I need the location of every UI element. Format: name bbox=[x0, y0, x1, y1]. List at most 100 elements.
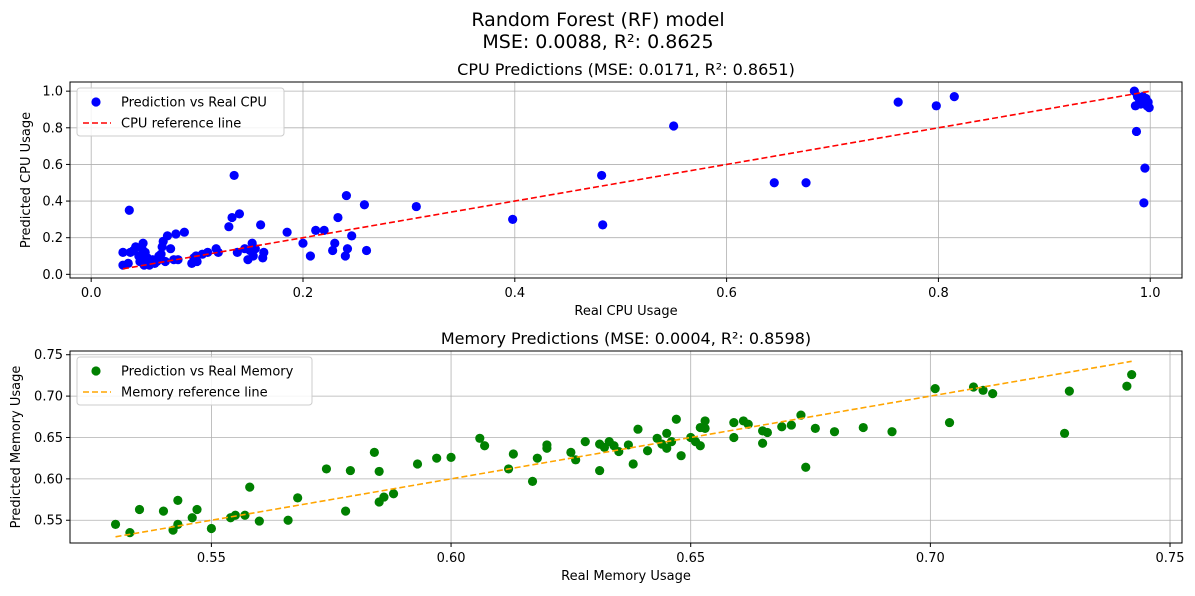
memory-scatter-point bbox=[158, 506, 169, 516]
memory-scatter-point bbox=[125, 528, 135, 538]
cpu-scatter-point bbox=[156, 249, 166, 259]
cpu-legend-label: CPU reference line bbox=[121, 117, 241, 132]
memory-scatter-point bbox=[676, 451, 686, 461]
cpu-scatter-point bbox=[347, 231, 357, 241]
cpu-scatter-point bbox=[319, 225, 329, 235]
memory-scatter-point bbox=[134, 504, 145, 515]
cpu-x-tick-label: 0.4 bbox=[504, 286, 525, 301]
memory-scatter-point bbox=[580, 437, 590, 447]
memory-scatter-point bbox=[595, 465, 605, 476]
memory-predictions-chart: 0.55 0.60 0.65 0.70 0.75 0.55 0.60 0.65 0.70 0.75… bbox=[9, 329, 1184, 584]
cpu-legend-box bbox=[76, 87, 285, 137]
memory-scatter-point bbox=[293, 493, 303, 503]
memory-scatter-point bbox=[254, 516, 264, 526]
memory-scatter-point bbox=[968, 382, 979, 392]
memory-scatter-point bbox=[283, 515, 293, 525]
memory-scatter-point bbox=[729, 432, 739, 443]
cpu-y-tick-label: 0.6 bbox=[42, 158, 63, 173]
memory-y-tick-label: 0.55 bbox=[34, 514, 63, 529]
cpu-y-tick-label: 0.2 bbox=[42, 231, 63, 246]
memory-scatter-point bbox=[374, 497, 384, 507]
cpu-y-axis-label: Predicted CPU Usage bbox=[19, 112, 34, 248]
memory-legend-label: Memory reference line bbox=[121, 386, 268, 401]
memory-legend-label: Prediction vs Real Memory bbox=[121, 365, 294, 380]
cpu-scatter-point bbox=[234, 209, 245, 219]
cpu-y-tick-label: 0.0 bbox=[42, 268, 63, 283]
memory-x-tick-label: 0.70 bbox=[916, 551, 945, 566]
figure-title: Random Forest (RF) model bbox=[471, 9, 724, 31]
memory-scatter-point bbox=[345, 465, 355, 476]
cpu-scatter-point bbox=[250, 244, 260, 254]
cpu-scatter-point bbox=[256, 220, 266, 230]
cpu-y-tick-label: 0.4 bbox=[42, 195, 63, 210]
cpu-chart-title: CPU Predictions (MSE: 0.0171, R²: 0.8651… bbox=[457, 60, 795, 79]
memory-y-tick-label: 0.60 bbox=[34, 472, 63, 487]
memory-scatter-point bbox=[369, 447, 379, 457]
memory-scatter-point bbox=[480, 441, 490, 451]
memory-scatter-point bbox=[758, 438, 768, 448]
cpu-axes-frame bbox=[69, 81, 1183, 279]
memory-scatter-point bbox=[700, 416, 710, 426]
memory-scatter-point bbox=[662, 443, 672, 453]
cpu-scatter-point bbox=[669, 121, 679, 131]
memory-x-tick-label: 0.55 bbox=[197, 551, 226, 566]
cpu-scatter-point bbox=[949, 92, 959, 102]
cpu-scatter-point bbox=[118, 247, 128, 257]
cpu-scatter-point bbox=[138, 238, 148, 248]
memory-scatter-point bbox=[762, 427, 772, 438]
memory-y-tick-label: 0.70 bbox=[34, 390, 63, 405]
memory-scatter-point bbox=[666, 437, 677, 447]
memory-scatter-point bbox=[542, 443, 552, 453]
memory-scatter-point bbox=[110, 519, 121, 529]
memory-scatter-point bbox=[944, 417, 955, 428]
memory-scatter-point bbox=[1122, 381, 1132, 391]
memory-reference-line bbox=[115, 360, 1132, 538]
memory-scatter-point bbox=[662, 428, 672, 438]
memory-scatter-point bbox=[930, 384, 940, 394]
cpu-y-tick-label: 0.8 bbox=[42, 121, 63, 136]
memory-scatter-point bbox=[412, 459, 423, 469]
cpu-scatter-point bbox=[282, 227, 292, 237]
memory-legend-marker bbox=[91, 366, 101, 376]
memory-x-tick-label: 0.65 bbox=[676, 551, 705, 566]
cpu-scatter-point bbox=[166, 244, 176, 254]
cpu-x-tick-label: 0.6 bbox=[716, 286, 737, 301]
cpu-scatter-point bbox=[124, 205, 134, 215]
memory-scatter-point bbox=[786, 420, 796, 430]
cpu-scatter-point bbox=[203, 247, 213, 257]
cpu-scatter-point bbox=[359, 200, 370, 210]
cpu-scatter-point bbox=[328, 245, 338, 256]
memory-legend: Prediction vs Real Memory Memory referenc… bbox=[76, 356, 313, 406]
cpu-scatter-point bbox=[298, 238, 308, 248]
cpu-legend: Prediction vs Real CPU CPU reference line bbox=[76, 87, 285, 137]
memory-scatter-point bbox=[192, 504, 202, 515]
memory-scatter-point bbox=[777, 422, 787, 432]
cpu-scatter-point bbox=[597, 170, 607, 181]
memory-legend-box bbox=[76, 356, 313, 406]
cpu-scatter-point bbox=[162, 231, 173, 241]
memory-scatter-point bbox=[671, 414, 681, 424]
cpu-reference-line bbox=[122, 90, 1150, 270]
cpu-scatter-point bbox=[213, 247, 223, 257]
cpu-legend-marker bbox=[91, 97, 101, 107]
memory-scatter-point bbox=[446, 452, 456, 462]
cpu-scatter-point bbox=[229, 170, 239, 181]
memory-scatter-point bbox=[206, 523, 216, 534]
cpu-scatter-point bbox=[333, 212, 343, 223]
memory-scatter-point bbox=[173, 495, 183, 505]
memory-scatter-point bbox=[858, 422, 868, 433]
memory-scatter-point bbox=[532, 453, 542, 463]
cpu-scatter-point bbox=[248, 251, 258, 261]
cpu-legend-label: Prediction vs Real CPU bbox=[121, 96, 267, 111]
memory-y-tick-label: 0.65 bbox=[34, 431, 63, 446]
memory-scatter-point bbox=[566, 447, 576, 457]
cpu-scatter-point bbox=[931, 101, 941, 111]
cpu-x-tick-label: 0.2 bbox=[293, 286, 314, 301]
cpu-scatter-point bbox=[1144, 103, 1154, 113]
memory-scatter-point bbox=[432, 453, 442, 463]
memory-scatter-point bbox=[230, 510, 240, 520]
cpu-scatter-point bbox=[598, 220, 608, 230]
cpu-x-tick-label: 1.0 bbox=[1140, 286, 1161, 301]
cpu-x-axis-label: Real CPU Usage bbox=[574, 304, 677, 319]
memory-scatter-point bbox=[1059, 428, 1070, 438]
